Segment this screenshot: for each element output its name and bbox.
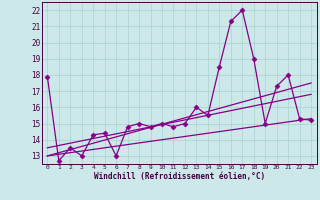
X-axis label: Windchill (Refroidissement éolien,°C): Windchill (Refroidissement éolien,°C) (94, 172, 265, 181)
